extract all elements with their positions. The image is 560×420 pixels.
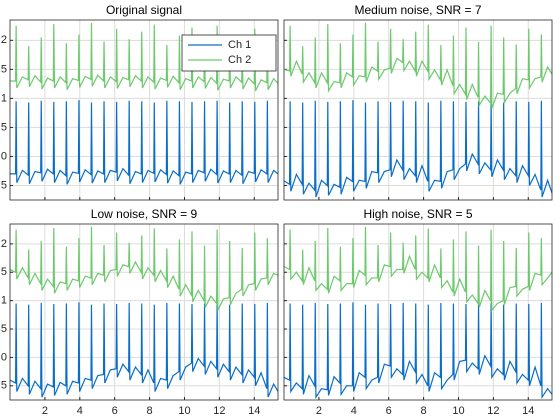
x-tick-label: 12: [487, 405, 499, 417]
plot-area: [284, 20, 552, 200]
x-tick-label: 4: [77, 405, 83, 417]
axes-box: [9, 19, 279, 201]
series-line: [10, 100, 278, 185]
axes: 2 4 6 8 10 12 14 -0.5 0 0.5 1 1.5 2 Low noise, SNR = …: [0, 207, 279, 417]
plot-area: [284, 224, 552, 400]
x-tick-label: 14: [248, 405, 260, 417]
series-line: [284, 302, 552, 400]
chart-title: Original signal: [106, 3, 182, 17]
y-tick-label: 0.5: [0, 121, 7, 133]
axes: -0.5 0 0.5 1 1.5 2 Original signal Ch 1 Ch 2: [0, 3, 279, 201]
y-tick-label: 1: [1, 295, 7, 307]
chart-title: Low noise, SNR = 9: [91, 207, 198, 221]
series-line: [284, 22, 552, 109]
y-tick-label: -0.5: [0, 380, 7, 392]
legend-box: [181, 34, 277, 72]
y-tick-label: -0.5: [0, 179, 7, 191]
x-tick-label: 8: [421, 405, 427, 417]
x-tick-label: 6: [112, 405, 118, 417]
axes: 2 4 6 8 10 12 14 High noise, SNR = 5: [283, 207, 553, 417]
x-tick-label: 12: [213, 405, 225, 417]
y-tick-label: 0: [1, 351, 7, 363]
y-tick-label: 2: [1, 238, 7, 250]
series-line: [284, 226, 552, 312]
series-line: [10, 22, 278, 92]
x-tick-label: 14: [522, 405, 534, 417]
series-line: [284, 100, 552, 198]
chart-title: Medium noise, SNR = 7: [354, 3, 481, 17]
legend-label: Ch 2: [228, 54, 251, 66]
chart-title: High noise, SNR = 5: [363, 207, 472, 221]
y-tick-label: 2: [1, 34, 7, 46]
plot-area: [10, 224, 278, 400]
series-line: [10, 226, 278, 311]
y-tick-label: 0.5: [0, 323, 7, 335]
x-tick-label: 10: [178, 405, 190, 417]
x-tick-label: 4: [351, 405, 357, 417]
axes-box: [283, 223, 553, 401]
y-tick-label: 0: [1, 150, 7, 162]
axes-box: [283, 19, 553, 201]
legend: Ch 1 Ch 2: [181, 34, 277, 72]
y-tick-label: 1.5: [0, 266, 7, 278]
x-tick-label: 8: [147, 405, 153, 417]
y-tick-label: 1: [1, 92, 7, 104]
axes: Medium noise, SNR = 7: [283, 3, 553, 201]
axes-box: [9, 223, 279, 401]
x-tick-label: 2: [42, 405, 48, 417]
x-tick-label: 10: [452, 405, 464, 417]
x-tick-label: 2: [316, 405, 322, 417]
legend-label: Ch 1: [228, 39, 251, 51]
x-tick-label: 6: [386, 405, 392, 417]
series-line: [10, 302, 278, 398]
y-tick-label: 1.5: [0, 63, 7, 75]
